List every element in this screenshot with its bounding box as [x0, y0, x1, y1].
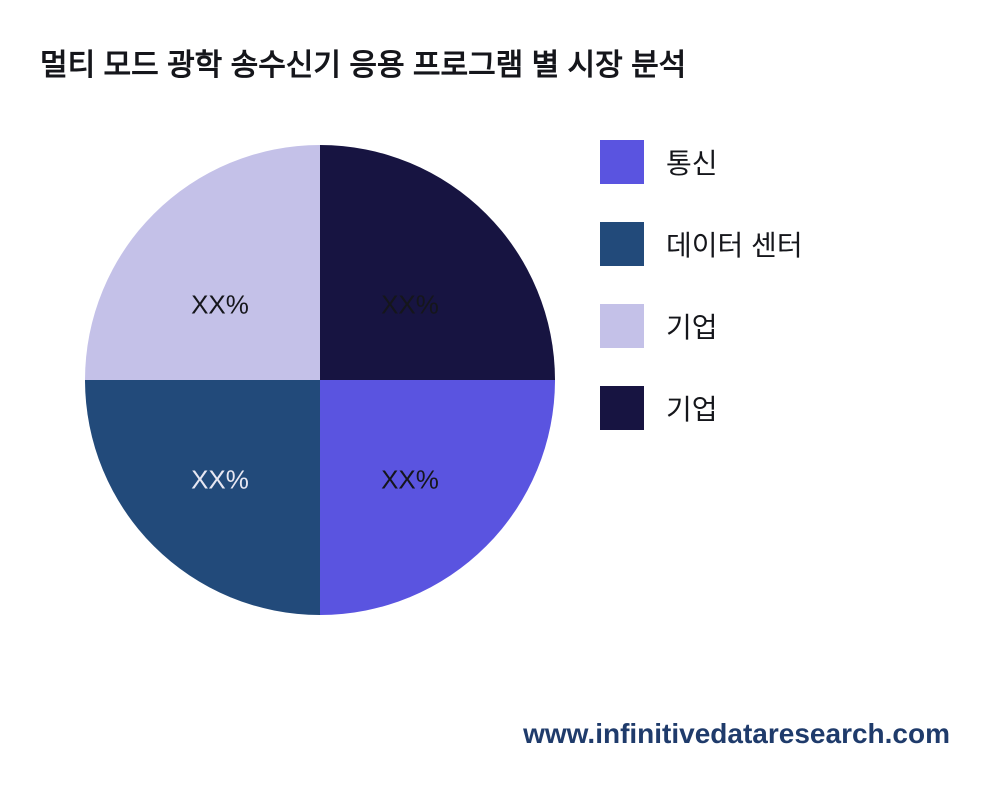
chart-title: 멀티 모드 광학 송수신기 응용 프로그램 별 시장 분석 [40, 40, 686, 84]
pie-slice-label-slice4: XX% [191, 290, 249, 321]
pie-slice-slice4 [85, 145, 320, 380]
legend-swatch-0 [600, 140, 644, 184]
legend-label-0: 통신 [666, 142, 718, 182]
legend: 통신데이터 센터기업기업 [600, 140, 803, 430]
pie-slice-slice3 [85, 380, 320, 615]
pie-slice-label-slice3: XX% [191, 465, 249, 496]
pie-slice-slice2 [320, 380, 555, 615]
pie-slice-slice1 [320, 145, 555, 380]
legend-swatch-2 [600, 304, 644, 348]
legend-item-2: 기업 [600, 304, 803, 348]
footer-link[interactable]: www.infinitivedataresearch.com [523, 718, 950, 750]
legend-label-1: 데이터 센터 [666, 224, 803, 264]
legend-swatch-3 [600, 386, 644, 430]
legend-item-0: 통신 [600, 140, 803, 184]
legend-item-3: 기업 [600, 386, 803, 430]
pie-svg [80, 140, 560, 620]
pie-chart: XX% XX% XX% XX% [80, 140, 560, 620]
pie-slice-label-slice1: XX% [381, 290, 439, 321]
legend-swatch-1 [600, 222, 644, 266]
pie-slice-label-slice2: XX% [381, 465, 439, 496]
legend-item-1: 데이터 센터 [600, 222, 803, 266]
legend-label-2: 기업 [666, 306, 718, 346]
legend-label-3: 기업 [666, 388, 718, 428]
